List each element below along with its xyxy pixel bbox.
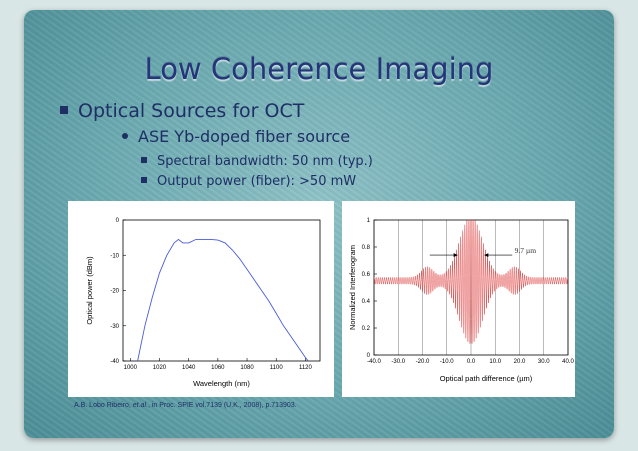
square-bullet-icon [60, 106, 68, 114]
x-tick-label: 1000 [124, 365, 138, 371]
bullet-level-2: ASE Yb-doped fiber source [122, 127, 350, 146]
interferogram-chart-panel: -40.0 -30.0 -20.0 -10.0 0.0 10.0 20.0 30.0 40.0 0… [342, 201, 575, 397]
y-tick-label: -10 [110, 253, 119, 259]
citation-etal: et.al. [132, 402, 148, 409]
citation: A.B. Lobo Ribeiro, et.al., in Proc. SPIE… [74, 402, 297, 409]
y-tick-label: 0 [116, 218, 120, 224]
arrowhead-icon [484, 253, 489, 258]
x-tick-label: -10.0 [440, 359, 454, 365]
bullet-text: Output power (fiber): >50 mW [157, 174, 357, 189]
x-tick-label: 30.0 [538, 359, 550, 365]
x-tick-label: -40.0 [367, 359, 381, 365]
bullet-level-3: Spectral bandwidth: 50 nm (typ.) [141, 154, 373, 169]
x-tick-label: 10.0 [489, 359, 501, 365]
x-axis-label: Wavelength (nm) [193, 379, 250, 388]
x-tick-label: 1040 [182, 365, 196, 371]
y-tick-label: -40 [110, 359, 119, 365]
bullet-level-1: Optical Sources for OCT [60, 100, 304, 122]
interferogram-series-line [373, 219, 569, 344]
y-tick-label: 0.2 [362, 326, 371, 332]
x-tick-label: 0.0 [467, 359, 476, 365]
x-tick-label: -30.0 [391, 359, 405, 365]
x-tick-label: 1120 [299, 365, 313, 371]
interferogram-chart: -40.0 -30.0 -20.0 -10.0 0.0 10.0 20.0 30.0 40.0 0… [348, 218, 574, 383]
y-tick-label: -20 [110, 289, 119, 295]
fwhm-annotation: 9.7 µm [515, 246, 537, 255]
x-axis-label: Optical path difference (µm) [440, 374, 533, 383]
spectrum-chart: 1000 1020 1040 1060 1080 1100 1120 0 -10 -20 -30 -4… [85, 218, 321, 388]
x-tick-label: 1100 [270, 365, 284, 371]
spectrum-series-line [137, 238, 309, 362]
x-tick-label: 1060 [211, 365, 225, 371]
x-tick-label: -20.0 [416, 359, 430, 365]
x-tick-label: 1080 [240, 365, 254, 371]
y-tick-label: -30 [110, 324, 119, 330]
x-tick-label: 20.0 [514, 359, 526, 365]
y-tick-label: 0 [367, 353, 371, 359]
y-axis-label: Optical power (dBm) [85, 256, 94, 325]
y-tick-label: 0.4 [362, 299, 371, 305]
bullet-level-3: Output power (fiber): >50 mW [141, 174, 356, 189]
y-axis-label: Normalized Interferogram [348, 245, 357, 330]
bullet-text: Spectral bandwidth: 50 nm (typ.) [157, 154, 373, 169]
slide-title: Low Coherence Imaging [144, 52, 494, 86]
x-tick-label: 40.0 [562, 359, 574, 365]
citation-source: , in Proc. SPIE vol.7139 (U.K., 2008), p… [147, 402, 297, 409]
square-bullet-icon [141, 157, 147, 163]
bullet-text: ASE Yb-doped fiber source [138, 127, 351, 146]
spectrum-chart-panel: 1000 1020 1040 1060 1080 1100 1120 0 -10 -20 -30 -4… [68, 201, 334, 397]
x-tick-label: 1020 [153, 365, 167, 371]
y-tick-label: 1 [367, 218, 371, 224]
arrowhead-icon [453, 253, 458, 258]
y-tick-label: 0.6 [362, 272, 371, 278]
citation-authors: A.B. Lobo Ribeiro, [74, 402, 133, 409]
square-bullet-icon [141, 177, 147, 183]
slide: Low Coherence Imaging Optical Sources fo… [24, 10, 614, 438]
bullet-text: Optical Sources for OCT [78, 100, 305, 122]
dot-bullet-icon [122, 133, 128, 139]
y-tick-label: 0.8 [362, 245, 371, 251]
